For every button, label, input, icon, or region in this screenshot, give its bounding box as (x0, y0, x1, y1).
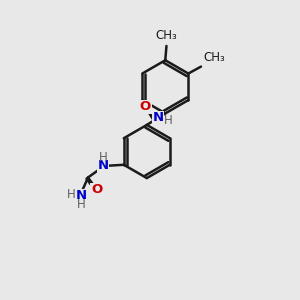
Text: N: N (76, 190, 87, 202)
Text: H: H (99, 151, 108, 164)
Text: O: O (91, 183, 102, 196)
Text: CH₃: CH₃ (156, 29, 177, 42)
Text: N: N (153, 111, 164, 124)
Text: CH₃: CH₃ (203, 51, 225, 64)
Text: N: N (98, 159, 109, 172)
Text: O: O (140, 100, 151, 113)
Text: H: H (164, 114, 173, 127)
Text: H: H (67, 188, 76, 201)
Text: H: H (77, 198, 85, 211)
